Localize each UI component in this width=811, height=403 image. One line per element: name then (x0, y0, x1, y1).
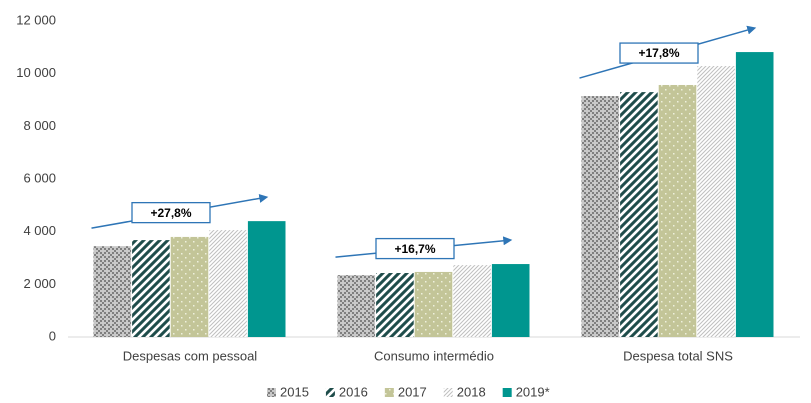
bar (620, 92, 658, 337)
bar (93, 246, 132, 337)
annotation: +16,7% (394, 242, 435, 256)
y-tick-label: 10 000 (16, 65, 56, 80)
legend-swatch (384, 388, 394, 397)
bar (658, 84, 697, 338)
x-tick-label: Despesa total SNS (623, 348, 733, 363)
annotation-box (375, 237, 455, 260)
annotation: +27,8% (150, 206, 191, 220)
bar (170, 236, 209, 337)
legend-label: 2016 (339, 384, 368, 399)
legend-label: 2018 (457, 384, 486, 399)
y-tick-label: 2 000 (23, 276, 56, 291)
legend-swatch (443, 388, 453, 397)
y-tick-label: 4 000 (23, 223, 56, 238)
y-tick-label: 0 (49, 328, 56, 343)
bar (735, 52, 774, 337)
bar (414, 271, 453, 337)
y-tick-label: 12 000 (16, 12, 56, 27)
legend-label: 2019* (516, 384, 550, 399)
legend-label: 2017 (398, 384, 427, 399)
bar (376, 273, 414, 337)
bar (247, 221, 286, 337)
x-tick-label: Consumo intermédio (374, 348, 494, 363)
bar (132, 240, 170, 337)
bar (209, 230, 247, 337)
y-tick-label: 8 000 (23, 118, 56, 133)
x-tick-label: Despesas com pessoal (123, 348, 258, 363)
bar (581, 96, 620, 337)
annotation: +17,8% (638, 46, 679, 60)
bar (337, 275, 376, 337)
bar (491, 264, 530, 337)
annotation-box (131, 201, 211, 224)
annotation-box (619, 42, 699, 64)
bar (697, 66, 735, 337)
legend-swatch (502, 388, 512, 397)
y-tick-label: 6 000 (23, 170, 56, 185)
legend-swatch (325, 388, 335, 397)
legend-label: 2015 (280, 384, 309, 399)
legend-swatch (267, 388, 276, 397)
bar (453, 265, 491, 337)
